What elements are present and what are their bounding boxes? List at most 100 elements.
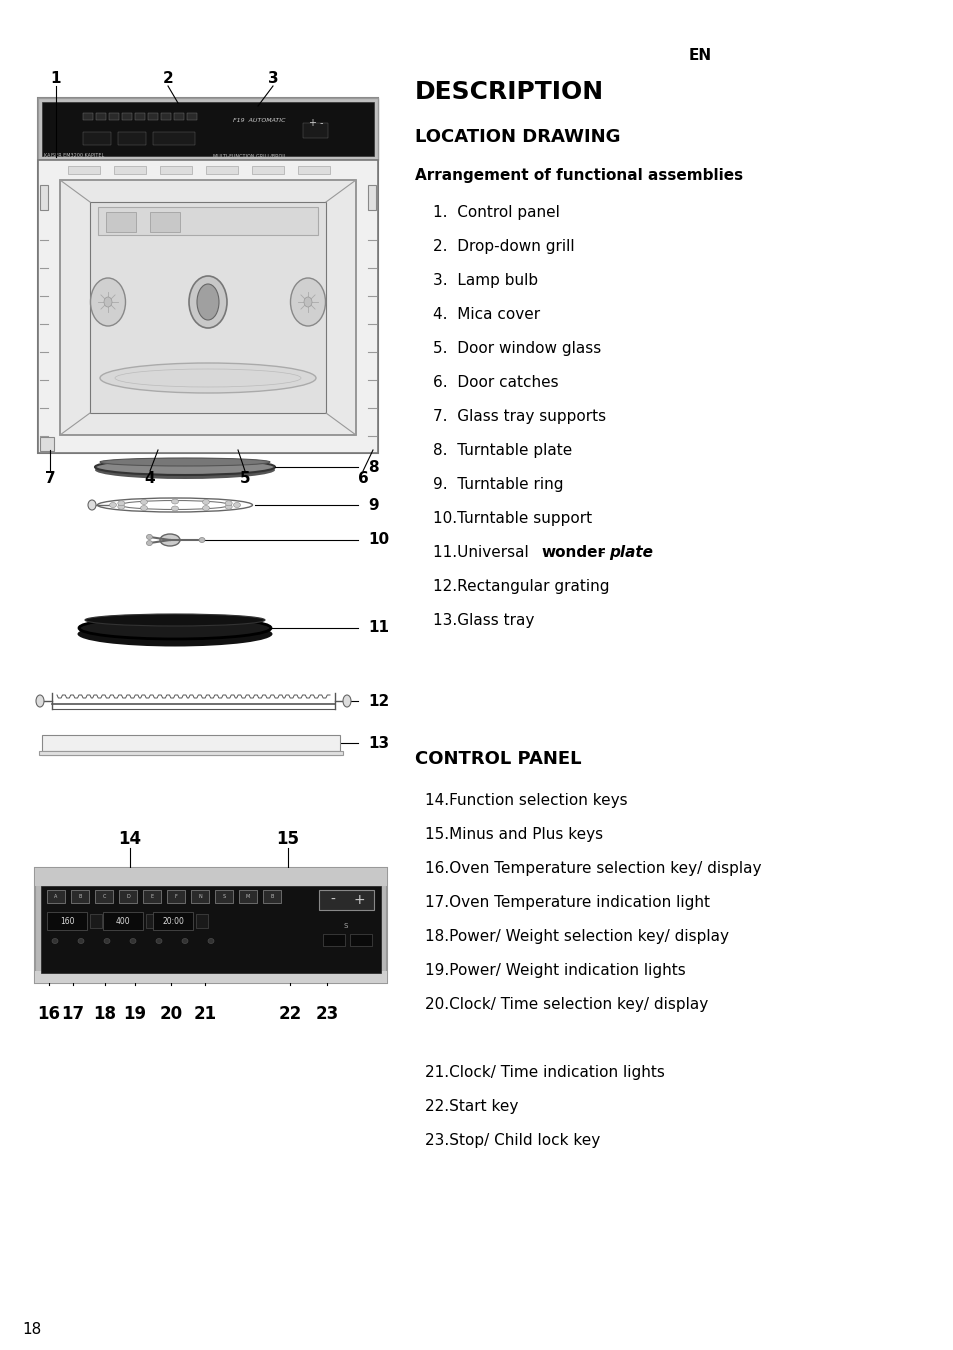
Text: 16: 16 bbox=[37, 1004, 60, 1023]
Bar bbox=[122, 113, 132, 120]
Text: wonder: wonder bbox=[540, 545, 604, 560]
Text: S: S bbox=[343, 923, 348, 929]
Bar bbox=[47, 913, 87, 930]
Text: 13: 13 bbox=[368, 736, 389, 751]
Text: 3.  Lamp bulb: 3. Lamp bulb bbox=[433, 273, 537, 288]
Text: 19.Power/ Weight indication lights: 19.Power/ Weight indication lights bbox=[424, 963, 685, 977]
Ellipse shape bbox=[130, 938, 136, 944]
Text: plate: plate bbox=[608, 545, 652, 560]
Text: F: F bbox=[174, 894, 177, 899]
Text: 22: 22 bbox=[278, 1004, 301, 1023]
Ellipse shape bbox=[95, 459, 274, 475]
Text: 23: 23 bbox=[315, 1004, 338, 1023]
Ellipse shape bbox=[91, 278, 126, 325]
Bar bbox=[38, 99, 377, 454]
Text: 8: 8 bbox=[368, 459, 378, 474]
Ellipse shape bbox=[202, 505, 210, 510]
Text: D: D bbox=[126, 894, 130, 899]
Bar bbox=[350, 934, 372, 946]
Bar bbox=[38, 161, 377, 454]
Text: 1: 1 bbox=[51, 72, 61, 86]
Bar bbox=[38, 99, 377, 161]
Text: 4.  Mica cover: 4. Mica cover bbox=[433, 306, 539, 323]
Bar bbox=[195, 914, 208, 927]
Text: -: - bbox=[319, 117, 323, 128]
Ellipse shape bbox=[291, 278, 325, 325]
Text: S: S bbox=[222, 894, 225, 899]
Text: 15: 15 bbox=[276, 830, 299, 848]
Ellipse shape bbox=[196, 284, 219, 320]
Text: 19: 19 bbox=[123, 1004, 147, 1023]
Bar bbox=[35, 971, 387, 983]
Bar bbox=[39, 751, 343, 755]
Text: -: - bbox=[331, 892, 335, 907]
Text: 2.  Drop-down grill: 2. Drop-down grill bbox=[433, 239, 574, 254]
Ellipse shape bbox=[172, 506, 178, 512]
Text: 7.  Glass tray supports: 7. Glass tray supports bbox=[433, 409, 605, 424]
Text: 400: 400 bbox=[115, 917, 131, 926]
Bar bbox=[150, 212, 180, 232]
Ellipse shape bbox=[146, 540, 152, 545]
Text: +: + bbox=[308, 117, 315, 128]
Ellipse shape bbox=[199, 537, 205, 543]
Ellipse shape bbox=[140, 500, 148, 505]
Bar bbox=[252, 166, 284, 174]
Bar bbox=[42, 734, 339, 751]
Ellipse shape bbox=[117, 501, 125, 506]
Ellipse shape bbox=[182, 938, 188, 944]
Text: 5.  Door window glass: 5. Door window glass bbox=[433, 342, 600, 356]
Bar bbox=[47, 890, 65, 903]
Bar bbox=[90, 914, 102, 927]
Bar bbox=[42, 103, 374, 157]
Ellipse shape bbox=[100, 363, 315, 393]
Text: KAISER EM3200 KAPITEL: KAISER EM3200 KAPITEL bbox=[44, 153, 104, 158]
Ellipse shape bbox=[208, 938, 213, 944]
Text: B: B bbox=[270, 894, 274, 899]
Ellipse shape bbox=[88, 500, 96, 510]
Bar bbox=[68, 166, 100, 174]
Ellipse shape bbox=[140, 505, 148, 510]
Text: 12.Rectangular grating: 12.Rectangular grating bbox=[433, 579, 609, 594]
Text: 10.Turntable support: 10.Turntable support bbox=[433, 512, 592, 526]
Ellipse shape bbox=[233, 502, 240, 508]
Ellipse shape bbox=[78, 938, 84, 944]
Text: 12: 12 bbox=[368, 694, 389, 709]
Text: 5: 5 bbox=[239, 471, 250, 486]
Text: 20.Clock/ Time selection key/ display: 20.Clock/ Time selection key/ display bbox=[424, 998, 707, 1012]
Ellipse shape bbox=[85, 614, 265, 626]
Text: +: + bbox=[353, 892, 364, 907]
Bar bbox=[323, 934, 345, 946]
Bar bbox=[167, 890, 185, 903]
Text: 13.Glass tray: 13.Glass tray bbox=[433, 613, 534, 628]
Text: 8.  Turntable plate: 8. Turntable plate bbox=[433, 443, 572, 458]
Ellipse shape bbox=[110, 502, 116, 508]
Bar bbox=[263, 890, 281, 903]
Ellipse shape bbox=[189, 275, 227, 328]
Bar bbox=[143, 890, 161, 903]
Ellipse shape bbox=[52, 938, 58, 944]
Bar bbox=[118, 132, 146, 144]
Text: A: A bbox=[54, 894, 57, 899]
Text: 15.Minus and Plus keys: 15.Minus and Plus keys bbox=[424, 828, 602, 842]
Text: MULTI-FUNCTION GRILL/BROIL: MULTI-FUNCTION GRILL/BROIL bbox=[213, 153, 286, 158]
Ellipse shape bbox=[79, 617, 271, 639]
Bar bbox=[35, 868, 387, 886]
Text: 18: 18 bbox=[93, 1004, 116, 1023]
Ellipse shape bbox=[343, 695, 351, 707]
Text: LOCATION DRAWING: LOCATION DRAWING bbox=[415, 128, 619, 146]
Text: 22.Start key: 22.Start key bbox=[424, 1099, 517, 1114]
Bar bbox=[83, 132, 111, 144]
Text: 18.Power/ Weight selection key/ display: 18.Power/ Weight selection key/ display bbox=[424, 929, 728, 944]
Text: 11.Universal: 11.Universal bbox=[433, 545, 533, 560]
Text: 21.Clock/ Time indication lights: 21.Clock/ Time indication lights bbox=[424, 1065, 664, 1080]
Text: 6.  Door catches: 6. Door catches bbox=[433, 375, 558, 390]
Text: 9: 9 bbox=[368, 498, 378, 513]
Bar bbox=[96, 113, 106, 120]
Ellipse shape bbox=[202, 500, 210, 505]
Text: DESCRIPTION: DESCRIPTION bbox=[415, 80, 603, 104]
Ellipse shape bbox=[156, 938, 162, 944]
Text: B: B bbox=[78, 894, 82, 899]
Bar bbox=[206, 166, 237, 174]
Text: Arrangement of functional assemblies: Arrangement of functional assemblies bbox=[415, 167, 742, 184]
Bar bbox=[318, 890, 374, 910]
